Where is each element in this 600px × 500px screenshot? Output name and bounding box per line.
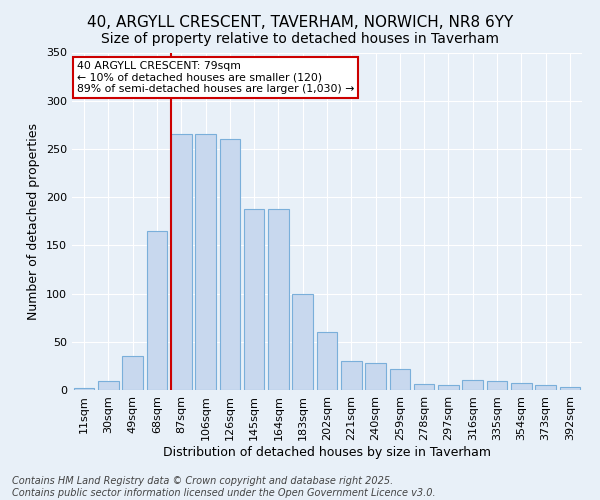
Bar: [560, 387, 580, 390]
Text: Size of property relative to detached houses in Taverham: Size of property relative to detached ho…: [101, 32, 499, 46]
Bar: [74, 388, 94, 390]
Bar: [220, 140, 240, 390]
Bar: [146, 231, 167, 390]
X-axis label: Distribution of detached houses by size in Taverham: Distribution of detached houses by size …: [163, 446, 491, 458]
Bar: [341, 361, 362, 390]
Bar: [98, 382, 119, 390]
Y-axis label: Number of detached properties: Number of detached properties: [28, 122, 40, 320]
Bar: [438, 385, 459, 390]
Bar: [535, 385, 556, 390]
Bar: [389, 369, 410, 390]
Bar: [171, 134, 191, 390]
Bar: [122, 356, 143, 390]
Bar: [463, 380, 483, 390]
Bar: [317, 332, 337, 390]
Bar: [195, 134, 216, 390]
Bar: [268, 208, 289, 390]
Bar: [511, 383, 532, 390]
Bar: [292, 294, 313, 390]
Text: 40, ARGYLL CRESCENT, TAVERHAM, NORWICH, NR8 6YY: 40, ARGYLL CRESCENT, TAVERHAM, NORWICH, …: [87, 15, 513, 30]
Text: 40 ARGYLL CRESCENT: 79sqm
← 10% of detached houses are smaller (120)
89% of semi: 40 ARGYLL CRESCENT: 79sqm ← 10% of detac…: [77, 61, 355, 94]
Bar: [365, 363, 386, 390]
Bar: [244, 208, 265, 390]
Bar: [487, 382, 508, 390]
Text: Contains HM Land Registry data © Crown copyright and database right 2025.
Contai: Contains HM Land Registry data © Crown c…: [12, 476, 436, 498]
Bar: [414, 384, 434, 390]
